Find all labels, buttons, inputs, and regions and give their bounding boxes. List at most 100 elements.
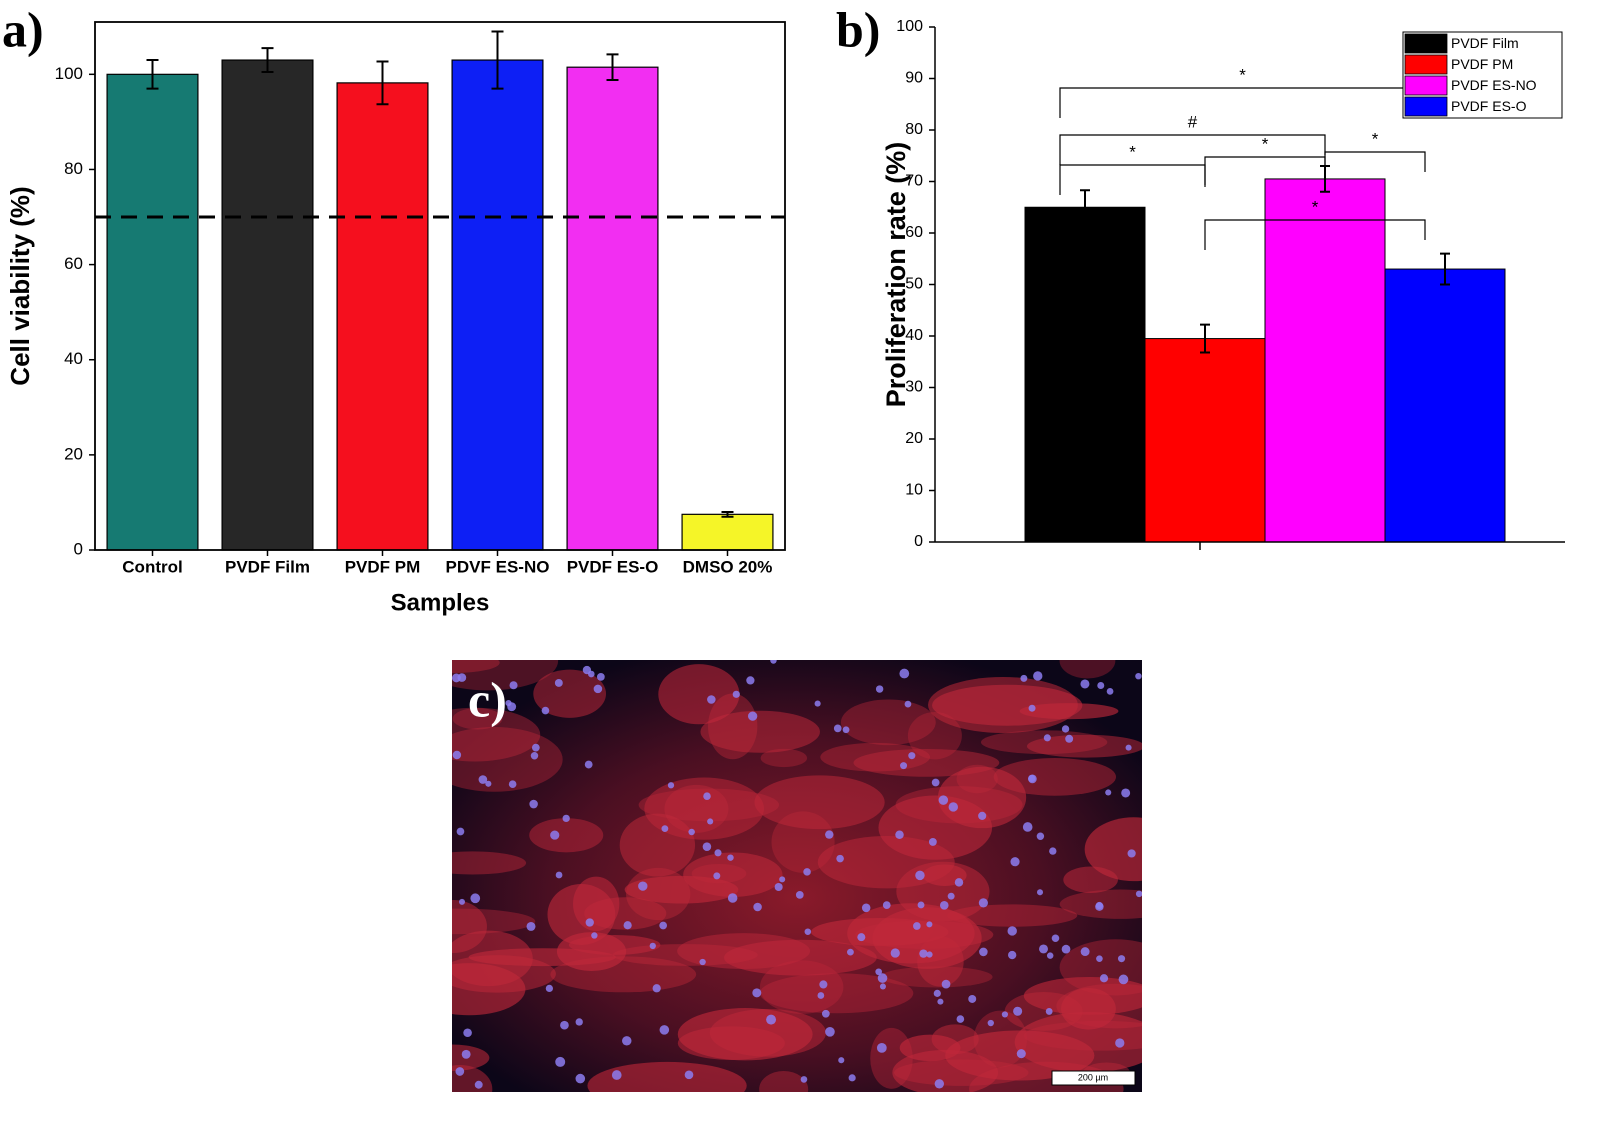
nucleus bbox=[833, 724, 842, 733]
x-tick-label: PDVF ES-NO bbox=[446, 557, 550, 576]
y-tick-label: 40 bbox=[905, 327, 923, 344]
y-tick-label: 20 bbox=[64, 444, 83, 463]
nucleus bbox=[939, 900, 949, 910]
nucleus bbox=[649, 942, 656, 950]
cell-body bbox=[980, 730, 1108, 755]
nucleus bbox=[474, 1080, 483, 1089]
scale-bar bbox=[1051, 1070, 1136, 1086]
cell-body bbox=[452, 727, 563, 792]
nucleus bbox=[1010, 857, 1020, 867]
nucleus bbox=[638, 881, 648, 891]
y-tick-label: 70 bbox=[905, 173, 923, 190]
nucleus bbox=[1033, 671, 1043, 681]
cell-body bbox=[452, 707, 541, 762]
significance-label: # bbox=[1188, 112, 1198, 131]
nucleus bbox=[593, 684, 603, 694]
cell-body bbox=[1084, 817, 1142, 882]
nucleus bbox=[913, 922, 921, 930]
nucleus bbox=[825, 830, 834, 839]
nucleus bbox=[875, 685, 884, 693]
cell-body bbox=[700, 710, 820, 753]
nucleus bbox=[587, 670, 595, 678]
nucleus bbox=[508, 780, 517, 789]
nucleus bbox=[455, 1067, 465, 1076]
cell-body bbox=[612, 944, 758, 966]
nucleus bbox=[591, 932, 598, 939]
nucleus bbox=[1020, 674, 1028, 682]
cell-body bbox=[644, 777, 765, 840]
nucleus bbox=[1065, 734, 1074, 743]
nucleus bbox=[890, 948, 900, 958]
cell-body bbox=[840, 699, 936, 746]
nucleus bbox=[956, 1015, 965, 1023]
nucleus bbox=[707, 818, 714, 825]
significance-bracket bbox=[1059, 134, 1326, 165]
nucleus bbox=[667, 782, 675, 789]
y-tick-label: 10 bbox=[905, 482, 923, 499]
y-tick-label: 80 bbox=[905, 121, 923, 138]
nucleus bbox=[979, 947, 988, 957]
nucleus bbox=[954, 878, 964, 887]
error-bar bbox=[1440, 252, 1450, 286]
nucleus bbox=[1061, 725, 1070, 733]
nucleus bbox=[904, 700, 912, 708]
nucleus bbox=[1096, 955, 1103, 962]
nucleus bbox=[766, 1014, 777, 1025]
panel-label: c) bbox=[468, 671, 507, 727]
nucleus bbox=[825, 1026, 835, 1037]
nucleus bbox=[753, 902, 762, 912]
nucleus bbox=[554, 678, 563, 687]
y-tick-label: 20 bbox=[905, 430, 923, 447]
bar bbox=[1384, 268, 1506, 543]
nucleus bbox=[470, 893, 481, 904]
nucleus bbox=[857, 933, 866, 942]
cell-body bbox=[547, 884, 616, 945]
nucleus bbox=[746, 676, 755, 685]
cell-body bbox=[947, 904, 1078, 927]
cell-body bbox=[853, 748, 1000, 777]
nucleus bbox=[659, 921, 668, 930]
significance-label: * bbox=[1312, 197, 1319, 216]
nucleus bbox=[1080, 679, 1090, 689]
error-bar bbox=[721, 510, 734, 518]
significance-label: * bbox=[1372, 129, 1379, 148]
bar bbox=[106, 73, 199, 551]
nucleus bbox=[1099, 974, 1109, 983]
y-tick-label: 80 bbox=[64, 159, 83, 178]
nucleus bbox=[1105, 789, 1112, 796]
cell-body bbox=[452, 1044, 490, 1072]
cell-body bbox=[771, 811, 835, 873]
nucleus bbox=[584, 760, 593, 769]
nucleus bbox=[817, 992, 825, 999]
nucleus bbox=[509, 681, 518, 690]
nucleus bbox=[1135, 672, 1142, 680]
cell-body bbox=[880, 966, 993, 988]
cell-body bbox=[907, 712, 962, 760]
nucleus bbox=[819, 980, 828, 989]
nucleus bbox=[1049, 847, 1057, 855]
cell-body bbox=[677, 933, 811, 969]
bar bbox=[336, 82, 429, 551]
nucleus bbox=[622, 1036, 632, 1046]
nucleus bbox=[1045, 1007, 1053, 1015]
error-bar bbox=[1080, 189, 1090, 226]
y-tick-label: 100 bbox=[896, 18, 923, 35]
nucleus bbox=[861, 903, 871, 913]
cell-body bbox=[626, 867, 691, 921]
y-tick-label: 60 bbox=[905, 224, 923, 241]
cell-body bbox=[452, 851, 527, 875]
nucleus bbox=[699, 958, 706, 966]
legend-swatch bbox=[1404, 54, 1448, 75]
legend-label: PVDF ES-NO bbox=[1451, 77, 1537, 93]
legend-swatch bbox=[1404, 33, 1448, 54]
nucleus bbox=[1095, 902, 1104, 911]
y-axis-label: Proliferation rate (%) bbox=[881, 142, 911, 408]
x-tick-label: PVDF ES-O bbox=[567, 557, 659, 576]
significance-label: * bbox=[1262, 134, 1269, 153]
cell-body bbox=[1023, 976, 1142, 1015]
nucleus bbox=[732, 690, 740, 698]
nucleus bbox=[747, 711, 758, 721]
nucleus bbox=[555, 871, 563, 879]
nucleus bbox=[1022, 822, 1033, 832]
nucleus bbox=[931, 778, 940, 787]
